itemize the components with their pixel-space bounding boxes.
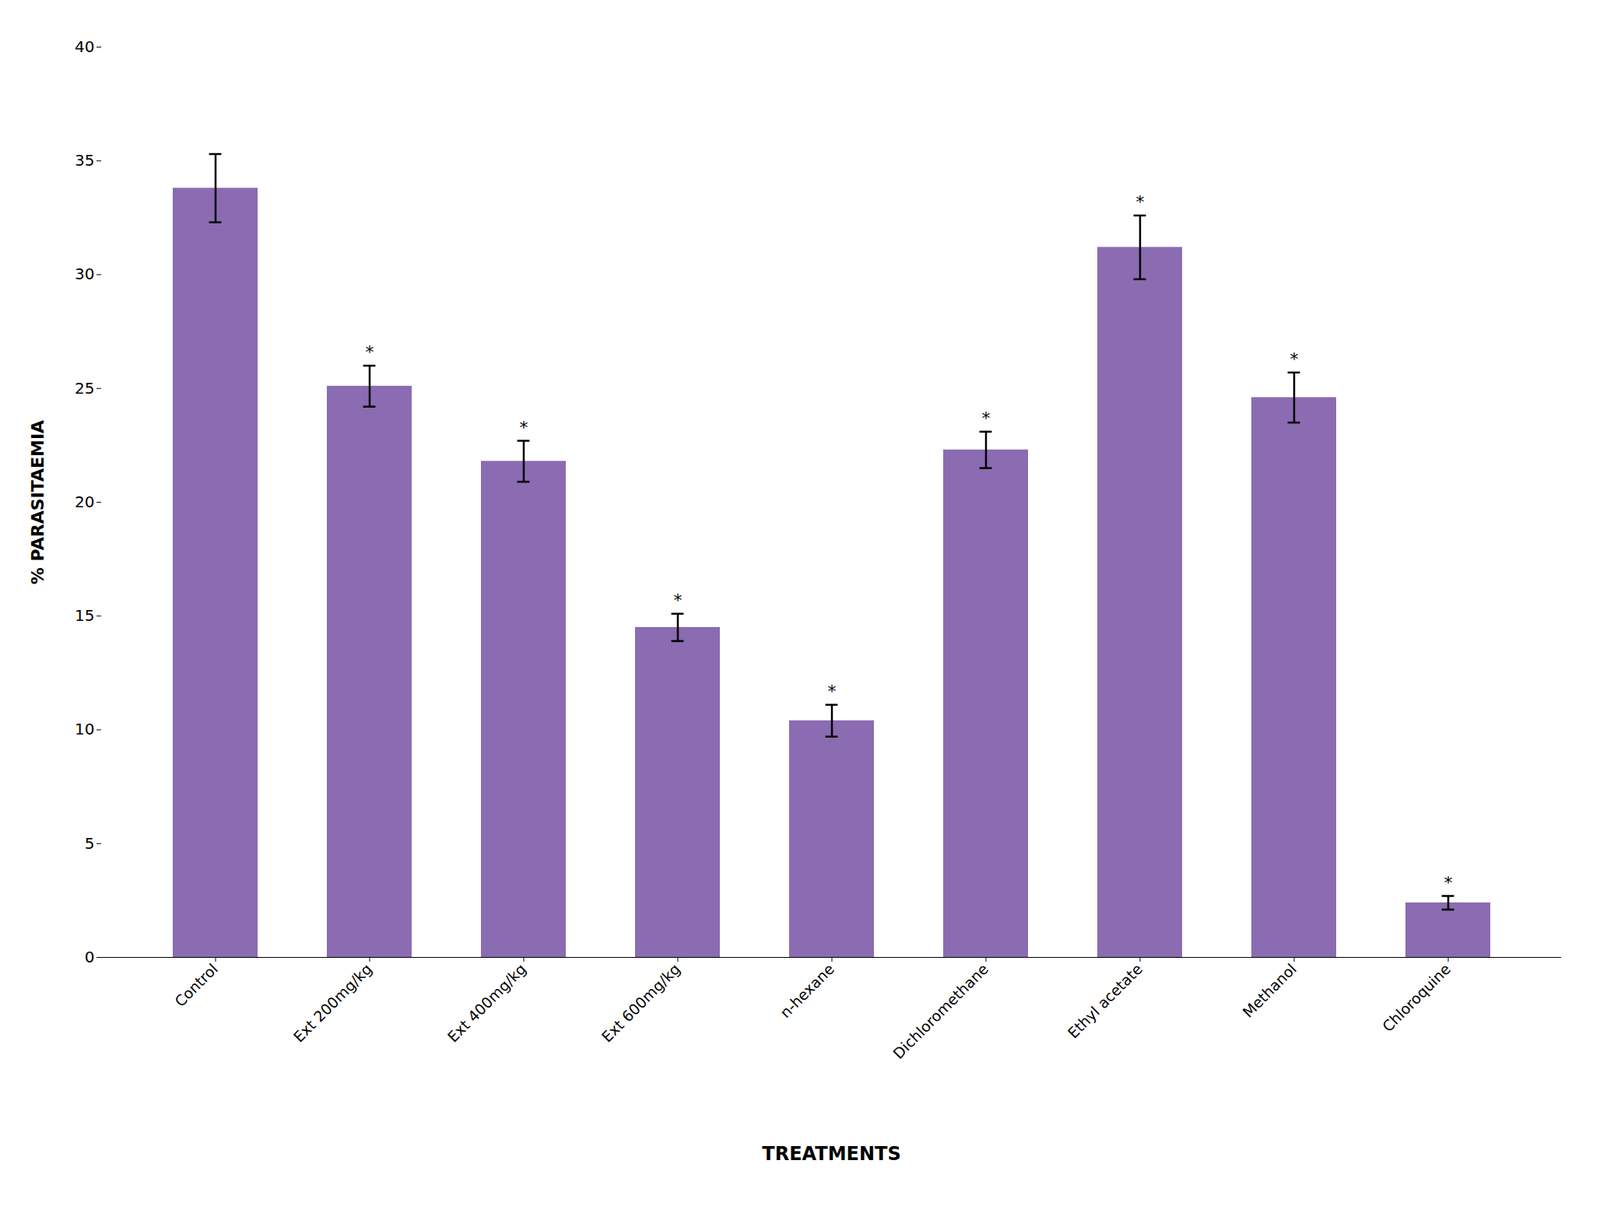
svg-text:Ext 400mg/kg: Ext 400mg/kg [443, 960, 530, 1046]
svg-text:15: 15 [74, 606, 95, 625]
svg-text:*: * [673, 590, 683, 611]
svg-text:*: * [1136, 192, 1145, 212]
svg-text:*: * [828, 681, 837, 702]
svg-text:TREATMENTS: TREATMENTS [761, 1143, 901, 1165]
svg-text:Chloroquine: Chloroquine [1378, 960, 1454, 1036]
svg-text:*: * [1444, 873, 1453, 893]
svg-text:Control: Control [171, 960, 222, 1011]
svg-text:30: 30 [74, 264, 95, 284]
svg-text:35: 35 [74, 150, 95, 170]
svg-text:n-hexane: n-hexane [776, 960, 838, 1022]
svg-text:% PARASITAEMIA: % PARASITAEMIA [28, 420, 48, 585]
svg-text:40: 40 [74, 37, 95, 57]
svg-text:Ethyl acetate: Ethyl acetate [1063, 960, 1146, 1043]
svg-text:*: * [1290, 349, 1299, 369]
svg-text:10: 10 [74, 719, 95, 739]
svg-text:Ext 600mg/kg: Ext 600mg/kg [597, 960, 684, 1046]
svg-text:*: * [519, 417, 529, 438]
svg-text:0: 0 [84, 947, 95, 967]
svg-text:Methanol: Methanol [1238, 960, 1300, 1022]
svg-text:Ext 200mg/kg: Ext 200mg/kg [289, 960, 376, 1046]
svg-text:*: * [365, 342, 375, 362]
svg-text:5: 5 [84, 834, 95, 853]
svg-text:*: * [982, 408, 991, 429]
svg-text:Dichloromethane: Dichloromethane [889, 960, 992, 1063]
svg-text:20: 20 [74, 492, 95, 512]
svg-text:25: 25 [74, 378, 95, 398]
